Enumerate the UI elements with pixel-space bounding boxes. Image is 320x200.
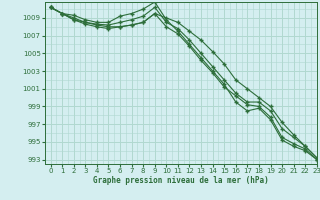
X-axis label: Graphe pression niveau de la mer (hPa): Graphe pression niveau de la mer (hPa) bbox=[93, 176, 269, 185]
